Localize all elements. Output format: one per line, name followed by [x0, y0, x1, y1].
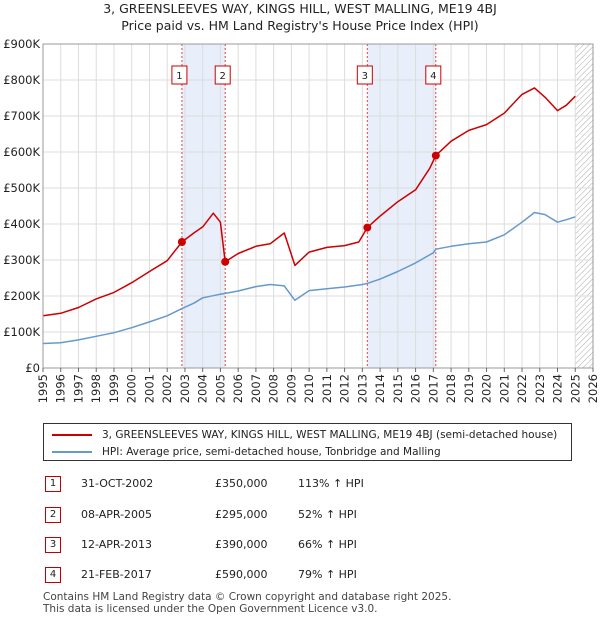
- legend-swatch-hpi: [52, 451, 92, 453]
- table-row: 2 08-APR-2005 £295,000 52% ↑ HPI: [43, 505, 403, 525]
- forecast-hatch: [575, 44, 593, 368]
- transaction-price: £350,000: [215, 477, 268, 490]
- x-tick-label: 2026: [586, 374, 600, 403]
- y-tick-label: £500K: [3, 181, 40, 195]
- footer-licence: This data is licensed under the Open Gov…: [43, 603, 378, 615]
- sale-label-box: [214, 65, 231, 85]
- x-tick-label: 2000: [125, 374, 139, 403]
- transaction-price: £390,000: [215, 538, 268, 551]
- x-tick-label: 2013: [355, 374, 369, 403]
- x-tick-label: 2025: [568, 374, 582, 403]
- legend-item-hpi: HPI: Average price, semi-detached house,…: [52, 444, 441, 460]
- x-tick-label: 2002: [160, 374, 174, 403]
- x-tick-label: 1997: [71, 374, 85, 403]
- x-tick-label: 2024: [551, 374, 565, 403]
- transaction-hpi-change: 52% ↑ HPI: [298, 508, 357, 521]
- x-tick-label: 1995: [36, 374, 50, 403]
- hpi-line: [42, 211, 576, 345]
- x-tick-label: 2017: [426, 374, 440, 403]
- sale-label-box: [356, 65, 373, 85]
- y-tick-label: £100K: [3, 325, 40, 339]
- shaded-period: [367, 44, 436, 368]
- legend: 3, GREENSLEEVES WAY, KINGS HILL, WEST MA…: [43, 423, 572, 461]
- transaction-price: £590,000: [215, 568, 268, 581]
- transaction-hpi-change: 113% ↑ HPI: [298, 477, 364, 490]
- x-tick-label: 2018: [444, 374, 458, 403]
- chart-title-line1: 3, GREENSLEEVES WAY, KINGS HILL, WEST MA…: [103, 1, 497, 16]
- sale-label-box: [425, 65, 442, 85]
- x-tick-label: 2008: [267, 374, 281, 403]
- transaction-date: 08-APR-2005: [81, 508, 153, 521]
- shaded-period: [181, 44, 226, 368]
- x-tick-label: 2023: [533, 374, 547, 403]
- legend-swatch-property: [52, 434, 92, 436]
- y-tick-label: £0: [25, 361, 40, 375]
- y-tick-label: £800K: [3, 73, 40, 87]
- table-row: 3 12-APR-2013 £390,000 66% ↑ HPI: [43, 535, 403, 555]
- y-tick-label: £600K: [3, 145, 40, 159]
- x-tick-label: 2016: [409, 374, 423, 403]
- x-tick-label: 2010: [302, 374, 316, 403]
- y-tick-label: £200K: [3, 289, 40, 303]
- x-tick-label: 2011: [320, 374, 334, 403]
- sale-label: 1: [176, 71, 182, 82]
- y-tick-label: £900K: [3, 37, 40, 51]
- transaction-hpi-change: 66% ↑ HPI: [298, 538, 357, 551]
- x-tick-label: 2020: [480, 374, 494, 403]
- x-tick-label: 2003: [178, 374, 192, 403]
- x-tick-label: 2009: [284, 374, 298, 403]
- x-tick-label: 2019: [462, 374, 476, 403]
- legend-label-property: 3, GREENSLEEVES WAY, KINGS HILL, WEST MA…: [102, 429, 558, 441]
- transaction-date: 31-OCT-2002: [81, 477, 154, 490]
- footer-copyright: Contains HM Land Registry data © Crown c…: [43, 591, 452, 603]
- transaction-hpi-change: 79% ↑ HPI: [298, 568, 357, 581]
- x-tick-label: 2006: [231, 374, 245, 403]
- transaction-price: £295,000: [215, 508, 268, 521]
- x-tick-label: 1999: [107, 374, 121, 403]
- sale-label: 2: [220, 71, 226, 82]
- y-tick-label: £700K: [3, 109, 40, 123]
- table-row: 1 31-OCT-2002 £350,000 113% ↑ HPI: [43, 474, 403, 494]
- transaction-number: 1: [45, 476, 61, 492]
- x-tick-label: 2012: [338, 374, 352, 403]
- legend-item-property: 3, GREENSLEEVES WAY, KINGS HILL, WEST MA…: [52, 427, 557, 443]
- footer: Contains HM Land Registry data © Crown c…: [43, 591, 451, 615]
- sale-point: [431, 151, 440, 160]
- x-tick-label: 2001: [142, 374, 156, 403]
- x-tick-label: 1998: [89, 374, 103, 403]
- transaction-date: 12-APR-2013: [81, 538, 153, 551]
- sale-point: [363, 223, 372, 232]
- x-tick-label: 2021: [497, 374, 511, 403]
- transaction-number: 2: [45, 507, 61, 523]
- sale-label-box: [171, 65, 188, 85]
- table-row: 4 21-FEB-2017 £590,000 79% ↑ HPI: [43, 565, 403, 585]
- price-chart: 1 2 3 4 £0 £100K £200K £300K £400K £500K £600K £70…: [3, 37, 600, 403]
- x-tick-label: 2015: [391, 374, 405, 403]
- x-tick-label: 2007: [249, 374, 263, 403]
- transaction-number: 4: [45, 567, 61, 583]
- x-tick-label: 2014: [373, 374, 387, 403]
- sale-point: [221, 257, 230, 266]
- x-tick-label: 2022: [515, 374, 529, 403]
- plot-frame: [42, 43, 594, 369]
- x-tick-label: 2004: [196, 374, 210, 403]
- x-tick-label: 1996: [54, 374, 68, 403]
- legend-label-hpi: HPI: Average price, semi-detached house,…: [102, 446, 441, 458]
- chart-title-line2: Price paid vs. HM Land Registry's House …: [121, 18, 479, 33]
- transaction-number: 3: [45, 537, 61, 553]
- sale-label: 4: [430, 71, 436, 82]
- x-tick-label: 2005: [213, 374, 227, 403]
- property-price-line: [42, 87, 576, 317]
- y-tick-label: £300K: [3, 253, 40, 267]
- sale-point: [177, 238, 186, 246]
- sale-label: 3: [362, 71, 368, 82]
- y-tick-label: £400K: [3, 217, 40, 231]
- transaction-date: 21-FEB-2017: [81, 568, 152, 581]
